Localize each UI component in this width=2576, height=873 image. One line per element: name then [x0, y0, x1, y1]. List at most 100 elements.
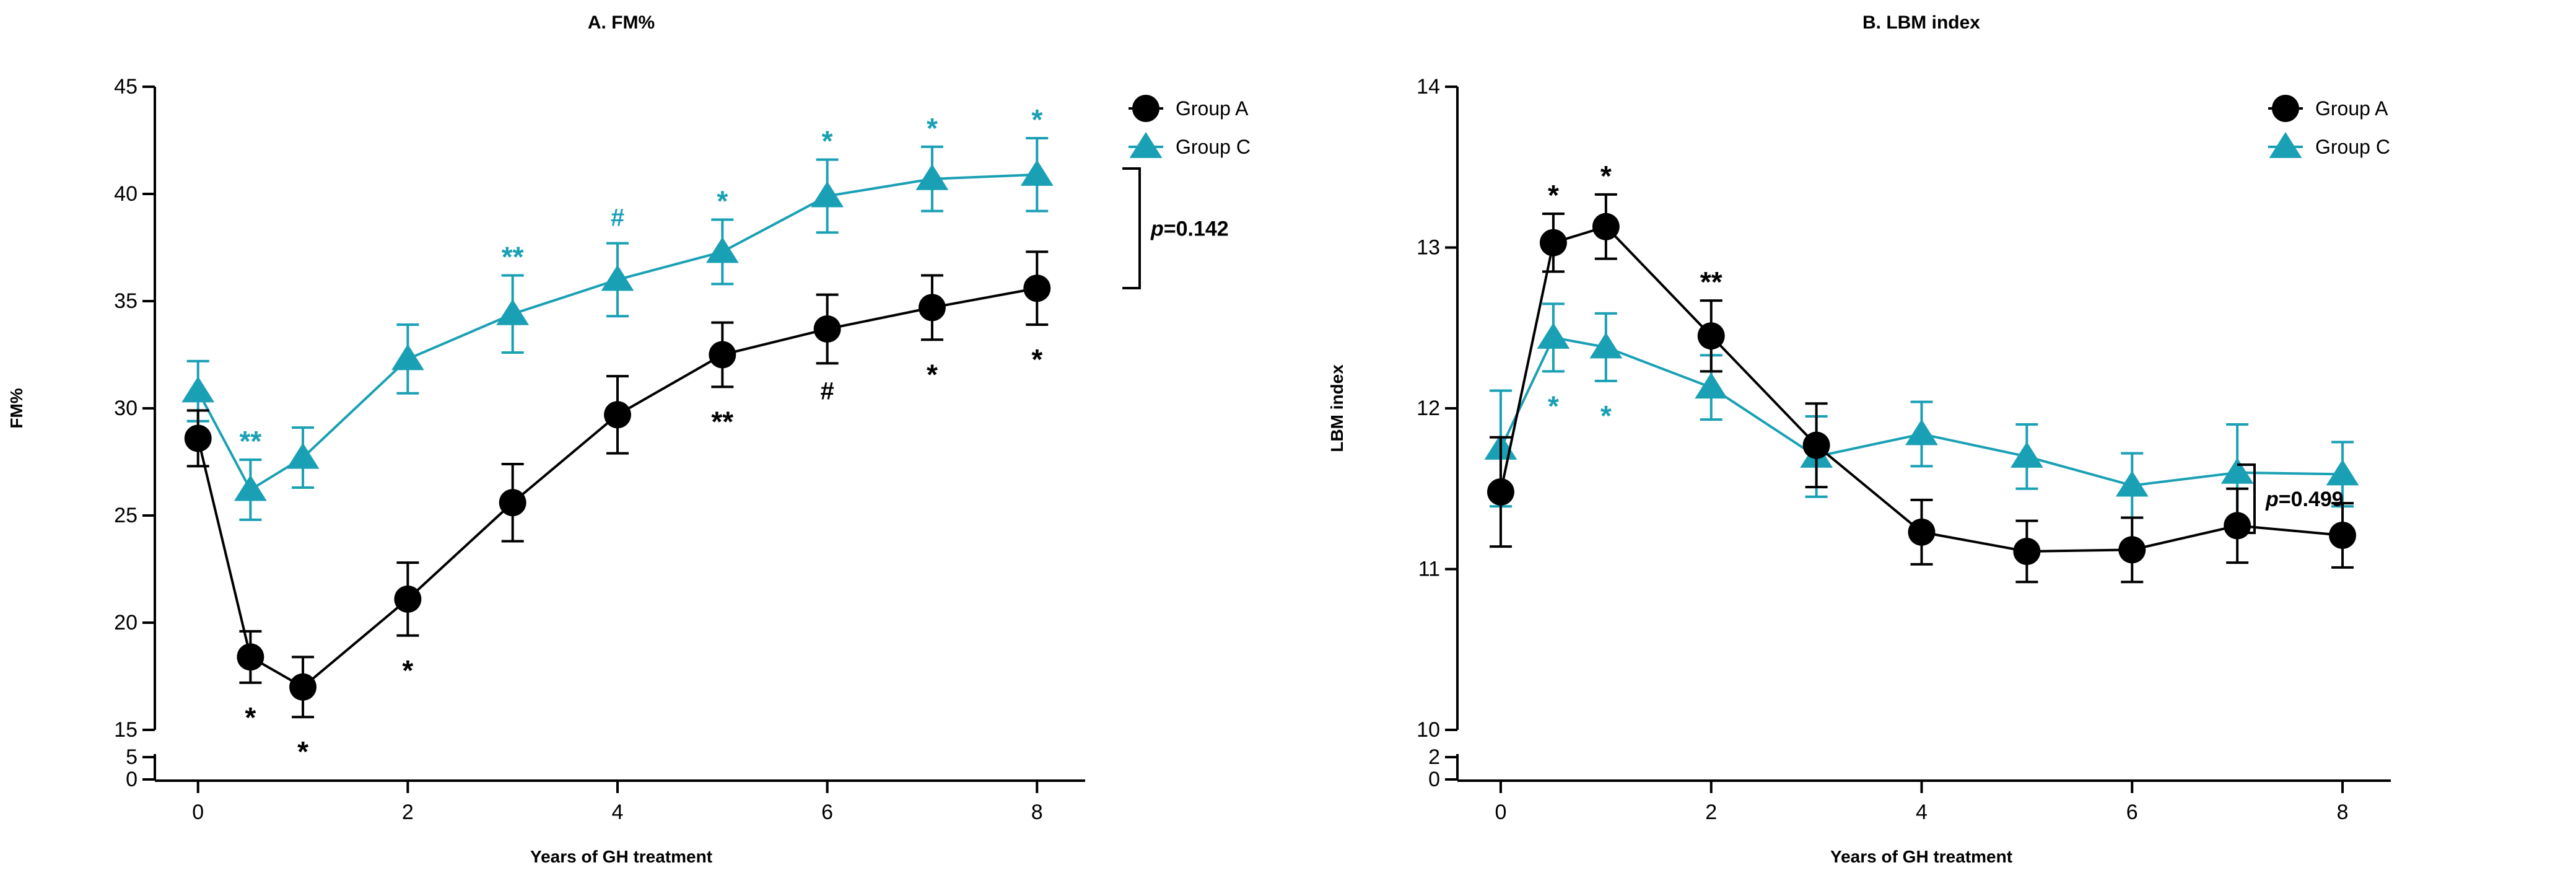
data-point-group-c	[1589, 332, 1623, 359]
legend-marker-group-a	[2272, 95, 2299, 122]
significance-marker: *	[927, 358, 938, 390]
series-line	[196, 173, 1037, 492]
x-axis-label: Years of GH treatment	[1830, 847, 2012, 866]
legend-label-group-c: Group C	[2315, 136, 2390, 158]
data-point-group-a	[918, 294, 946, 322]
significance-marker: **	[502, 240, 524, 273]
significance-marker: #	[821, 377, 834, 405]
legend-marker-group-c	[2269, 132, 2302, 158]
data-point-group-a	[2118, 536, 2146, 564]
data-point-group-a	[394, 585, 422, 613]
data-point-group-c	[2220, 457, 2254, 484]
legend-label-group-a: Group A	[1176, 97, 1249, 120]
significance-marker: *	[297, 735, 308, 768]
y-tick-label: 15	[114, 718, 138, 742]
data-point-group-c	[2010, 441, 2043, 468]
series-group-c: ****#** * *	[181, 103, 1054, 521]
pvalue-value: =0.499	[2279, 488, 2344, 511]
x-tick-label: 8	[1031, 801, 1043, 824]
x-tick-label: 8	[2337, 801, 2349, 824]
data-point-group-c	[2326, 459, 2359, 486]
data-point-group-a	[184, 424, 212, 452]
data-point-group-a	[1487, 478, 1514, 506]
data-point-group-c	[496, 299, 530, 325]
y-tick-label: 30	[114, 397, 138, 420]
significance-marker: *	[822, 125, 833, 157]
x-tick-label: 0	[1495, 801, 1506, 824]
series-line	[1499, 225, 2343, 553]
x-tick-label: 4	[1916, 801, 1928, 824]
data-point-group-c	[391, 344, 424, 371]
y-axis-label: LBM index	[1327, 364, 1347, 452]
data-point-group-a	[2013, 537, 2041, 565]
data-point-group-c	[811, 181, 844, 208]
significance-marker: *	[927, 112, 938, 144]
y-tick-label: 20	[114, 611, 138, 634]
series-line	[1500, 336, 2343, 487]
x-tick-label: 4	[612, 801, 624, 824]
y-tick-label: 35	[114, 289, 138, 313]
data-point-group-a	[499, 489, 526, 517]
legend: Group A Group C	[2268, 95, 2390, 158]
data-point-group-a	[237, 643, 264, 671]
pvalue-bracket	[1122, 167, 1141, 289]
chart-title: A. FM%	[588, 12, 655, 33]
significance-marker: *	[717, 185, 728, 217]
y-tick-label-low: 5	[126, 745, 138, 769]
pvalue-bracket	[2237, 463, 2256, 534]
data-point-group-a	[813, 315, 841, 343]
y-tick-label: 13	[1417, 236, 1440, 260]
pvalue-prefix: p	[2265, 488, 2279, 511]
series-line	[196, 287, 1037, 689]
significance-marker: *	[1031, 343, 1042, 375]
y-tick-label: 10	[1417, 718, 1440, 742]
x-tick-label: 6	[2126, 801, 2138, 824]
significance-marker: **	[711, 405, 733, 437]
series-group-a: ****	[1487, 160, 2357, 584]
significance-marker: #	[611, 204, 624, 232]
data-point-group-c	[705, 237, 739, 263]
significance-marker: *	[245, 701, 256, 734]
y-tick-label: 11	[1418, 558, 1440, 581]
data-point-group-c	[1695, 372, 1728, 399]
chart-title: B. LBM index	[1862, 12, 1980, 33]
significance-marker: **	[239, 425, 261, 457]
data-point-group-a	[2224, 512, 2251, 540]
significance-marker: *	[402, 654, 413, 687]
pvalue-label: p=0.142	[1150, 217, 1229, 241]
data-point-group-a	[604, 401, 631, 429]
series-group-a: *****#* *	[184, 250, 1051, 768]
significance-marker: *	[1031, 103, 1042, 136]
data-point-group-c	[181, 376, 215, 403]
legend-label-group-c: Group C	[1176, 136, 1251, 158]
legend-label-group-a: Group A	[2315, 97, 2388, 120]
significance-marker: *	[1548, 179, 1559, 211]
legend-marker-group-c	[1129, 132, 1163, 158]
x-tick-label: 0	[192, 801, 204, 824]
data-point-group-c	[1537, 322, 1570, 349]
data-point-group-c	[915, 164, 949, 190]
significance-marker: *	[1548, 390, 1559, 422]
pvalue-label: p=0.499	[2265, 488, 2344, 511]
pvalue-value: =0.142	[1164, 217, 1229, 241]
legend: Group A Group C	[1129, 95, 1251, 158]
data-point-group-a	[1023, 274, 1051, 302]
data-point-group-c	[1020, 159, 1054, 186]
data-point-group-a	[1539, 229, 1567, 257]
y-tick-label: 12	[1417, 397, 1440, 420]
data-point-group-a	[1802, 431, 1830, 459]
x-tick-label: 6	[821, 801, 833, 824]
y-tick-label-low: 2	[1428, 745, 1440, 769]
x-tick-label: 2	[402, 801, 414, 824]
data-point-group-a	[289, 673, 317, 701]
pvalue-prefix: p	[1150, 217, 1164, 241]
significance-marker: *	[1600, 160, 1612, 192]
y-tick-label-low: 0	[126, 768, 138, 791]
y-tick-label: 25	[114, 504, 138, 527]
data-point-group-a	[709, 341, 736, 369]
y-tick-label-low: 0	[1428, 768, 1440, 791]
significance-marker: **	[1700, 266, 1722, 298]
data-point-group-a	[2329, 522, 2357, 550]
